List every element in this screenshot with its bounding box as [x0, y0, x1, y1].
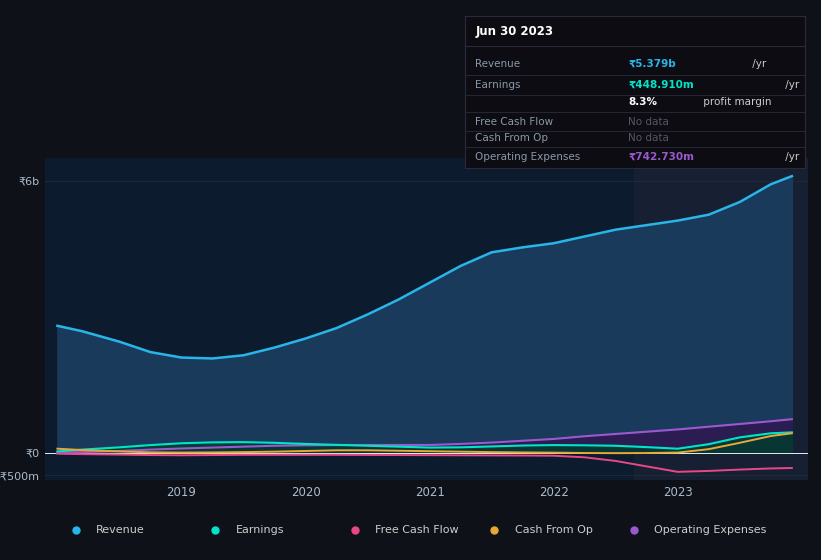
- Text: Free Cash Flow: Free Cash Flow: [475, 116, 553, 127]
- Text: Operating Expenses: Operating Expenses: [475, 152, 580, 162]
- Text: Jun 30 2023: Jun 30 2023: [475, 25, 553, 39]
- Text: ₹742.730m: ₹742.730m: [628, 152, 695, 162]
- Text: /yr: /yr: [782, 152, 799, 162]
- Text: Operating Expenses: Operating Expenses: [654, 525, 767, 535]
- Text: Free Cash Flow: Free Cash Flow: [375, 525, 459, 535]
- Text: Earnings: Earnings: [236, 525, 284, 535]
- Text: Cash From Op: Cash From Op: [475, 133, 548, 143]
- Text: Revenue: Revenue: [475, 59, 521, 69]
- Text: ₹5.379b: ₹5.379b: [628, 59, 676, 69]
- Text: 8.3%: 8.3%: [628, 97, 657, 107]
- Text: profit margin: profit margin: [700, 97, 772, 107]
- Text: /yr: /yr: [750, 59, 767, 69]
- Text: Revenue: Revenue: [96, 525, 144, 535]
- Text: /yr: /yr: [782, 80, 799, 90]
- Bar: [635, 158, 808, 480]
- Text: Cash From Op: Cash From Op: [515, 525, 593, 535]
- Text: Earnings: Earnings: [475, 80, 521, 90]
- Text: ₹448.910m: ₹448.910m: [628, 80, 694, 90]
- Text: No data: No data: [628, 116, 669, 127]
- Text: No data: No data: [628, 133, 669, 143]
